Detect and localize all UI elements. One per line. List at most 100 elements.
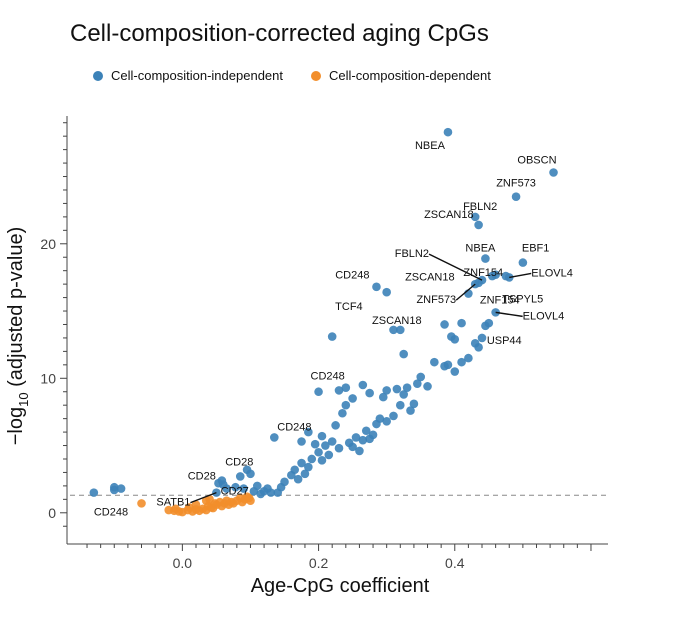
gene-label: ELOVL4 — [523, 310, 565, 322]
legend-item-dependent: Cell-composition-dependent — [311, 68, 491, 83]
gene-label: ZSCAN18 — [372, 315, 422, 327]
data-point-independent — [304, 427, 313, 437]
data-point-independent — [314, 447, 323, 457]
data-point-dependent — [171, 504, 180, 514]
legend-item-independent: Cell-composition-independent — [93, 68, 283, 83]
data-point-independent — [389, 325, 398, 335]
data-point-independent — [338, 408, 347, 418]
data-point-independent — [321, 441, 330, 450]
data-point-independent — [399, 390, 408, 399]
annotation-leader-line — [455, 283, 476, 301]
data-point-independent — [239, 484, 248, 493]
gene-label: SATB1 — [156, 497, 190, 509]
data-point-independent — [464, 353, 473, 363]
gene-label: OBSCN — [517, 154, 556, 166]
gene-label: EBF1 — [522, 243, 550, 255]
x-tick-label: 0.0 — [173, 555, 193, 571]
data-point-independent — [317, 456, 327, 465]
data-point-independent — [270, 433, 279, 442]
data-point-independent — [430, 357, 439, 367]
y-axis-title-base: −log — [5, 407, 27, 445]
data-point-independent — [358, 435, 368, 445]
data-point-independent — [389, 411, 398, 421]
data-point-independent — [443, 360, 453, 370]
gene-label: CD248 — [311, 371, 345, 383]
data-point-independent — [231, 482, 240, 492]
gene-label: ZSCAN18 — [424, 209, 474, 221]
data-point-independent — [368, 430, 378, 440]
gene-label: ZNF154 — [463, 267, 503, 279]
y-tick-label: 20 — [40, 236, 56, 252]
data-point-dependent — [246, 496, 255, 505]
data-point-independent — [304, 462, 313, 472]
data-point-independent — [334, 443, 344, 453]
data-point-independent — [327, 332, 337, 341]
data-point-independent — [549, 168, 558, 177]
gene-label: CD248 — [277, 421, 311, 433]
data-point-independent — [235, 472, 245, 481]
data-point-independent — [392, 384, 402, 394]
legend-label-dependent: Cell-composition-dependent — [329, 68, 491, 83]
data-point-independent — [348, 442, 357, 452]
gene-label: TSPYL5 — [502, 293, 543, 305]
data-point-independent — [317, 431, 327, 441]
data-point-independent — [310, 439, 320, 449]
data-point-independent — [297, 458, 306, 468]
y-axis-title: −log10 (adjusted p-value) — [5, 227, 31, 446]
gene-label: ZNF154 — [480, 294, 520, 306]
data-point-independent — [440, 320, 449, 329]
data-point-independent — [375, 414, 385, 423]
data-point-dependent — [205, 495, 214, 504]
data-point-independent — [382, 417, 391, 426]
data-point-independent — [297, 437, 306, 446]
data-point-independent — [89, 488, 99, 497]
data-point-independent — [324, 450, 334, 460]
data-point-independent — [327, 437, 337, 446]
data-point-independent — [290, 465, 300, 475]
data-point-independent — [450, 334, 460, 344]
gene-label: TCF4 — [335, 301, 363, 313]
gene-label: FBLN2 — [395, 248, 429, 260]
legend-label-independent: Cell-composition-independent — [111, 68, 283, 83]
data-point-independent — [266, 488, 276, 497]
data-point-independent — [116, 484, 126, 493]
data-point-independent — [246, 469, 255, 479]
gene-label: CD27 — [221, 485, 249, 497]
data-point-independent — [280, 477, 289, 487]
data-point-independent — [413, 379, 422, 388]
data-point-independent — [474, 220, 483, 230]
gene-label: NBEA — [415, 140, 446, 152]
data-point-independent — [406, 406, 415, 415]
gene-label: FBLN2 — [463, 201, 497, 213]
data-point-independent — [457, 318, 466, 328]
data-point-independent — [351, 433, 361, 442]
annotation-leader-line — [190, 491, 217, 504]
data-point-dependent — [137, 499, 146, 508]
data-point-independent — [470, 212, 480, 222]
data-point-independent — [416, 372, 426, 382]
data-point-independent — [382, 287, 391, 297]
data-point-independent — [361, 426, 371, 436]
data-point-independent — [450, 367, 460, 376]
gene-label: ELOVL4 — [531, 267, 573, 279]
x-tick-label: 0.4 — [445, 555, 465, 571]
data-point-independent — [348, 394, 357, 403]
gene-label: ZSCAN18 — [405, 272, 455, 284]
data-point-independent — [109, 485, 119, 495]
data-point-independent — [423, 382, 432, 391]
data-point-independent — [484, 318, 494, 328]
data-point-independent — [443, 127, 453, 137]
data-point-independent — [382, 386, 391, 395]
annotation-leader-line — [428, 253, 483, 281]
annotation-leader-line — [495, 311, 523, 318]
gene-label: CD28 — [225, 456, 253, 468]
data-point-independent — [314, 387, 323, 397]
annotation-leader-line — [509, 272, 532, 279]
data-point-independent — [355, 446, 364, 456]
gene-label: ZNF573 — [416, 294, 456, 306]
data-point-independent — [481, 254, 490, 263]
data-point-independent — [409, 399, 419, 409]
